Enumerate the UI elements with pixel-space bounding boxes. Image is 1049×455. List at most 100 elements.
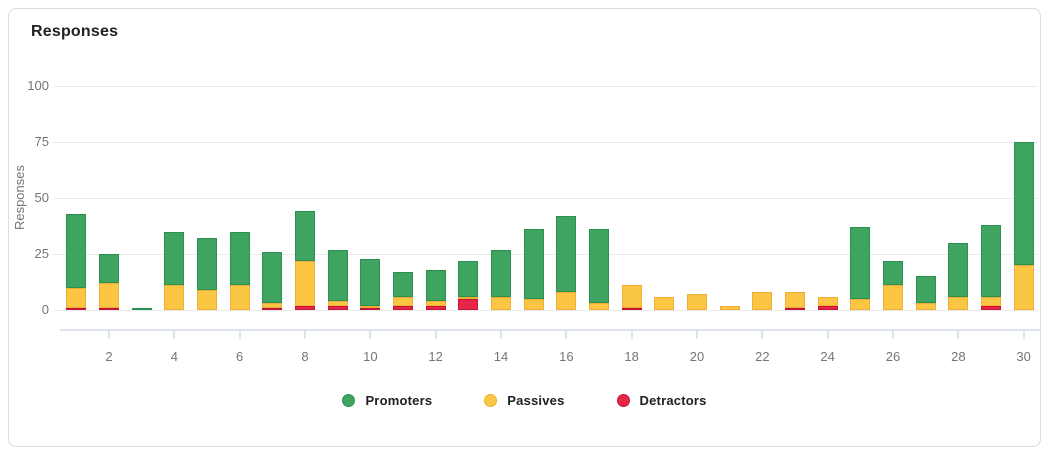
legend-dot-passives [484, 394, 498, 407]
bar-day-11-passives-segment[interactable] [393, 296, 414, 306]
bar-day-8 [289, 86, 322, 310]
bar-day-29-promoters-segment[interactable] [981, 224, 1002, 297]
x-tick-label-4: 4 [170, 349, 178, 364]
bar-day-9-promoters-segment[interactable] [327, 249, 348, 302]
bar-day-6-promoters-segment[interactable] [229, 231, 250, 286]
bar-day-21-passives-segment[interactable] [719, 305, 740, 310]
bar-day-12-detractors-segment[interactable] [425, 305, 446, 310]
bar-day-25-promoters-segment[interactable] [850, 227, 871, 299]
bar-day-1-promoters-segment[interactable] [66, 213, 87, 288]
bar-day-18-detractors-segment[interactable] [621, 307, 642, 310]
gridline-y-0 [53, 309, 1038, 311]
bar-day-27-passives-segment[interactable] [915, 303, 936, 310]
x-tick-4 [173, 331, 176, 339]
y-tick-label-100: 100 [27, 78, 49, 93]
bar-day-28 [942, 86, 975, 310]
bar-day-5-promoters-segment[interactable] [197, 238, 218, 290]
x-tick-label-26: 26 [885, 349, 901, 364]
bar-day-2-passives-segment[interactable] [99, 283, 119, 308]
bar-day-16-passives-segment[interactable] [556, 292, 577, 310]
bar-day-1-passives-segment[interactable] [66, 287, 87, 308]
bar-day-11-promoters-segment[interactable] [393, 271, 414, 297]
x-tick-22 [761, 331, 764, 339]
bar-day-10 [354, 86, 387, 310]
bar-day-10-passives-segment[interactable] [360, 305, 381, 308]
bar-day-29-detractors-segment[interactable] [981, 305, 1002, 310]
bar-day-12-promoters-segment[interactable] [425, 269, 446, 302]
bar-day-6-passives-segment[interactable] [229, 285, 250, 310]
x-tick-6 [238, 331, 241, 339]
x-tick-16 [565, 331, 568, 339]
x-tick-28 [957, 331, 960, 339]
bar-day-5 [191, 86, 224, 310]
bar-day-13-detractors-segment[interactable] [458, 298, 479, 310]
x-tick-label-28: 28 [951, 349, 966, 364]
bar-day-9 [321, 86, 354, 310]
bar-day-5-passives-segment[interactable] [197, 289, 218, 310]
bar-day-15-passives-segment[interactable] [523, 298, 544, 310]
bar-day-17-passives-segment[interactable] [589, 303, 610, 310]
bar-day-15 [517, 86, 550, 310]
bar-day-8-detractors-segment[interactable] [295, 305, 316, 310]
bar-day-7-detractors-segment[interactable] [262, 307, 283, 310]
bar-day-22-passives-segment[interactable] [752, 292, 773, 310]
bar-day-8-promoters-segment[interactable] [295, 211, 316, 261]
bar-day-14 [485, 86, 518, 310]
bar-day-29-passives-segment[interactable] [981, 296, 1002, 306]
bar-day-25-passives-segment[interactable] [850, 298, 871, 310]
bar-day-14-passives-segment[interactable] [491, 296, 512, 310]
bar-day-3-promoters-segment[interactable] [131, 307, 152, 310]
bar-day-10-detractors-segment[interactable] [360, 307, 381, 310]
y-axis-title: Responses [11, 165, 27, 231]
bar-day-24-detractors-segment[interactable] [817, 305, 838, 310]
gridline-y-25 [53, 253, 1038, 255]
x-tick-label-14: 14 [493, 349, 509, 364]
bar-day-30-promoters-segment[interactable] [1013, 142, 1034, 266]
bar-day-23-detractors-segment[interactable] [785, 307, 806, 310]
bar-day-19-passives-segment[interactable] [654, 296, 675, 310]
bar-day-9-detractors-segment[interactable] [327, 305, 348, 310]
bar-day-1-detractors-segment[interactable] [66, 307, 87, 310]
bar-day-16-promoters-segment[interactable] [556, 215, 577, 293]
bar-day-23-passives-segment[interactable] [785, 292, 806, 308]
bar-day-4-promoters-segment[interactable] [164, 231, 185, 286]
bar-day-4-passives-segment[interactable] [164, 285, 185, 310]
bar-day-11-detractors-segment[interactable] [393, 305, 414, 310]
bar-day-15-promoters-segment[interactable] [523, 229, 544, 299]
bar-day-7-passives-segment[interactable] [262, 303, 283, 308]
x-tick-12 [434, 331, 437, 339]
bar-day-18-passives-segment[interactable] [621, 285, 642, 308]
bar-day-14-promoters-segment[interactable] [491, 249, 512, 297]
bar-day-7-promoters-segment[interactable] [262, 251, 283, 304]
legend-item-passives[interactable]: Passives [484, 393, 564, 408]
legend-item-detractors[interactable]: Detractors [616, 393, 707, 408]
x-tick-label-20: 20 [689, 349, 705, 364]
bar-day-17-promoters-segment[interactable] [589, 229, 610, 304]
legend-label-passives: Passives [507, 393, 565, 408]
x-tick-label-2: 2 [105, 349, 113, 364]
bar-day-2-promoters-segment[interactable] [99, 254, 119, 284]
bar-day-8-passives-segment[interactable] [295, 260, 316, 306]
bar-day-12-passives-segment[interactable] [425, 301, 446, 306]
bar-day-18 [615, 86, 648, 310]
bar-day-10-promoters-segment[interactable] [360, 258, 381, 306]
bar-day-13-passives-segment[interactable] [458, 296, 479, 299]
x-tick-14 [500, 331, 502, 339]
bar-day-30 [1007, 86, 1040, 310]
legend-item-promoters[interactable]: Promoters [342, 393, 432, 408]
bar-day-30-passives-segment[interactable] [1013, 265, 1034, 310]
bar-day-9-passives-segment[interactable] [327, 301, 348, 306]
bar-day-28-promoters-segment[interactable] [948, 242, 969, 297]
bar-day-17 [583, 86, 616, 310]
bar-day-24-passives-segment[interactable] [817, 296, 838, 306]
legend-label-promoters: Promoters [365, 393, 433, 408]
bar-day-28-passives-segment[interactable] [948, 296, 969, 310]
bar-day-13-promoters-segment[interactable] [458, 260, 479, 297]
y-tick-label-50: 50 [34, 190, 49, 205]
x-tick-label-16: 16 [559, 349, 574, 364]
bar-day-20-passives-segment[interactable] [687, 294, 708, 310]
bar-day-26-passives-segment[interactable] [883, 285, 904, 310]
bar-day-26-promoters-segment[interactable] [883, 260, 904, 286]
bar-day-2-detractors-segment[interactable] [99, 307, 119, 310]
bar-day-27-promoters-segment[interactable] [915, 276, 936, 304]
